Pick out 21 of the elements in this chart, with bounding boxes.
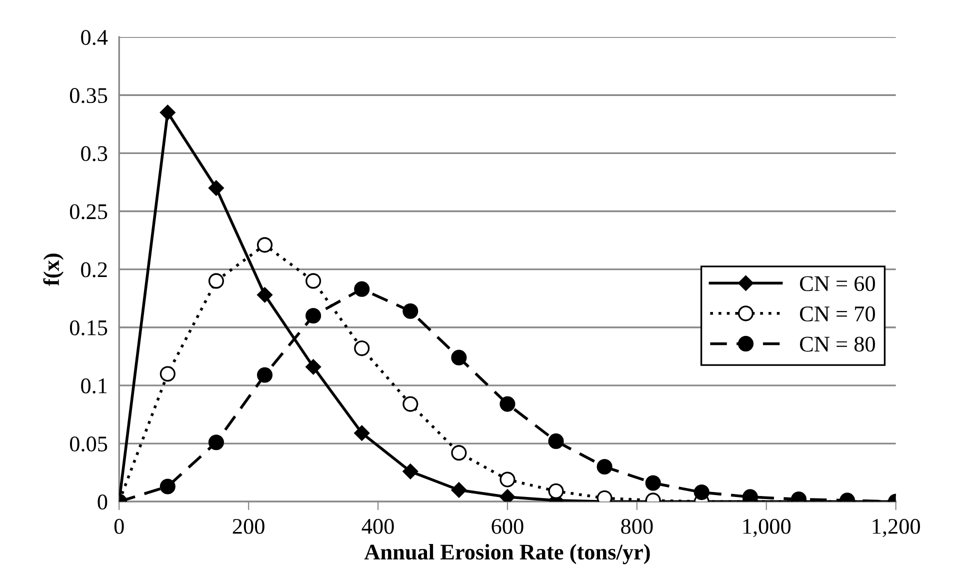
x-tick-label: 0 <box>114 518 124 534</box>
y-tick-label: 0.2 <box>81 262 107 278</box>
x-axis-title: Annual Erosion Rate (tons/yr) <box>364 544 650 564</box>
y-tick-label: 0.25 <box>70 204 108 220</box>
y-tick-label: 0.3 <box>81 146 108 162</box>
x-tick-label: 400 <box>362 518 394 534</box>
x-tick-label: 1,000 <box>743 518 791 538</box>
x-tick-label: 600 <box>492 518 524 534</box>
y-tick-label: 0.15 <box>70 320 108 336</box>
y-tick-label: 0.05 <box>70 436 108 452</box>
legend-label: CN = 70 <box>800 306 875 322</box>
y-tick-label: 0 <box>98 494 108 510</box>
legend-label: CN = 80 <box>800 336 875 352</box>
x-tick-label: 800 <box>621 518 653 534</box>
y-tick-label: 0.35 <box>70 88 108 104</box>
legend-label: CN = 60 <box>800 276 875 292</box>
x-tick-label: 200 <box>232 518 264 534</box>
x-tick-label: 1,200 <box>872 518 920 538</box>
y-axis-title: f(x) <box>43 254 64 286</box>
y-tick-label: 0.4 <box>81 30 108 46</box>
y-tick-label: 0.1 <box>81 378 107 394</box>
